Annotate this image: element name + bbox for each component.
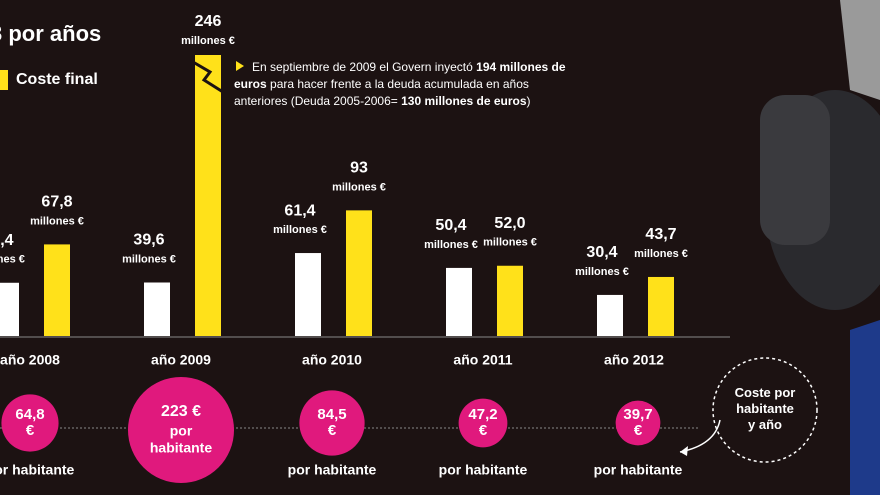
- bar: [144, 282, 170, 336]
- unit-label: millones €: [332, 181, 386, 193]
- per-capita-unit: por habitante: [288, 462, 377, 478]
- x-tick-label: año 2011: [453, 352, 512, 368]
- bar: [648, 276, 674, 336]
- per-capita-unit: por habitante: [439, 462, 528, 478]
- value-label: 43,7: [645, 226, 676, 243]
- note: Coste por habitante y año: [735, 385, 796, 432]
- annotation: En septiembre de 2009 el Govern inyectó …: [234, 60, 569, 108]
- legend-label: Coste final: [16, 71, 98, 88]
- value-label: 52,0: [494, 215, 525, 232]
- per-capita-unit: por habitante: [150, 422, 212, 455]
- unit-label: millones €: [122, 253, 176, 265]
- value-label: 61,4: [284, 202, 315, 219]
- value-label: 39,4: [0, 232, 14, 249]
- bar: [295, 253, 321, 336]
- x-tick-label: año 2010: [302, 352, 362, 368]
- unit-label: millones €: [483, 237, 537, 249]
- note-circle: [712, 357, 818, 463]
- per-capita-label: 84,5 €: [317, 406, 346, 439]
- photo-car: [760, 0, 880, 495]
- per-capita-circle: [299, 390, 365, 456]
- value-label: 67,8: [41, 194, 72, 211]
- value-label: 30,4: [586, 244, 617, 261]
- per-capita-unit: por habitante: [594, 462, 683, 478]
- per-capita-circle: [615, 400, 661, 446]
- per-capita-circle: [1, 394, 59, 452]
- unit-label: millones €: [30, 215, 84, 227]
- axis-break: [192, 60, 224, 94]
- unit-label: millones €: [575, 266, 629, 278]
- value-label: 246: [195, 13, 222, 30]
- bar: [195, 55, 221, 336]
- per-capita-circle: [458, 398, 508, 448]
- per-capita-label: 47,2 €: [468, 406, 497, 439]
- unit-label: millones €: [424, 239, 478, 251]
- value-label: 50,4: [435, 217, 466, 234]
- value-label: 93: [350, 160, 368, 177]
- x-tick-label: año 2012: [604, 352, 664, 368]
- per-capita-label: 64,8 €: [15, 406, 44, 439]
- bar: [446, 267, 472, 336]
- bar: [0, 282, 19, 336]
- annotation-marker: [236, 61, 244, 71]
- bar: [44, 244, 70, 336]
- unit-label: millones €: [273, 224, 327, 236]
- unit-label: millones €: [634, 248, 688, 260]
- unit-label: millones €: [181, 35, 235, 47]
- per-capita-unit: por habitante: [0, 462, 75, 478]
- bar: [346, 210, 372, 336]
- legend-swatch: [0, 70, 8, 90]
- per-capita-label: 223 €: [161, 403, 201, 420]
- per-capita-circle: [127, 376, 235, 484]
- per-capita-label: 39,7 €: [623, 406, 652, 439]
- x-tick-label: año 2008: [0, 352, 60, 368]
- note-arrowhead: [680, 446, 688, 456]
- bar: [597, 294, 623, 336]
- x-tick-label: año 2009: [151, 352, 211, 368]
- value-label: 39,6: [133, 232, 164, 249]
- unit-label: millones €: [0, 254, 25, 266]
- bar: [497, 265, 523, 336]
- chart-title: 3 por años: [0, 21, 101, 46]
